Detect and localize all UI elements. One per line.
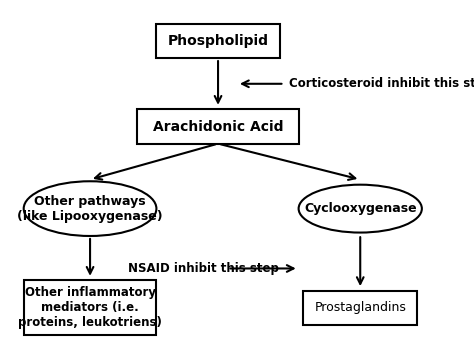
Text: Other pathways
(like Lipooxygenase): Other pathways (like Lipooxygenase) [17, 195, 163, 223]
Text: Arachidonic Acid: Arachidonic Acid [153, 120, 283, 133]
FancyBboxPatch shape [24, 280, 156, 335]
Ellipse shape [24, 181, 156, 236]
FancyBboxPatch shape [303, 291, 417, 325]
Text: Corticosteroid inhibit this step: Corticosteroid inhibit this step [289, 77, 474, 90]
Text: Cyclooxygenase: Cyclooxygenase [304, 202, 417, 215]
Text: NSAID inhibit this step: NSAID inhibit this step [128, 262, 279, 275]
FancyBboxPatch shape [137, 109, 299, 144]
Text: Prostaglandins: Prostaglandins [314, 301, 406, 314]
Text: Phospholipid: Phospholipid [167, 34, 269, 48]
Text: Other inflammatory
mediators (i.e.
proteins, leukotriens): Other inflammatory mediators (i.e. prote… [18, 286, 162, 329]
FancyBboxPatch shape [156, 24, 280, 58]
Ellipse shape [299, 185, 422, 233]
